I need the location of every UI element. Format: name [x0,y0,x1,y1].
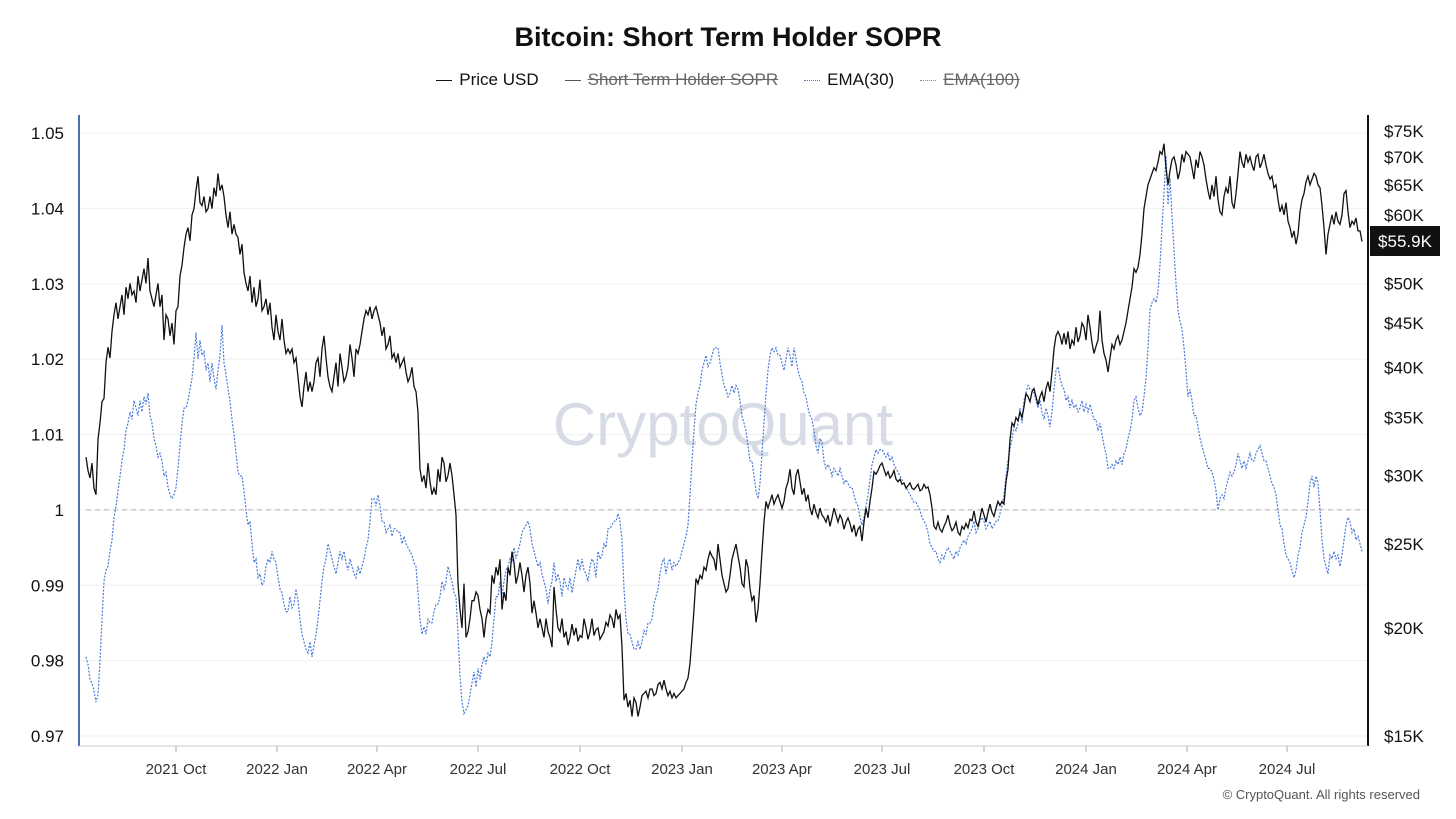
left-axis-tick-label: 1.01 [31,426,64,445]
legend-swatch-ema30 [804,79,821,81]
x-axis-tick-label: 2023 Oct [954,761,1016,778]
right-axis-tick-label: $25K [1384,535,1424,554]
legend-item-ema100[interactable]: EMA(100) [920,70,1020,90]
right-axis-tick-label: $75K [1384,122,1424,141]
current-price-badge: $55.9K [1370,226,1440,256]
left-axis-tick-label: 0.99 [31,576,64,595]
right-axis-tick-label: $45K [1384,314,1424,333]
x-axis-tick-label: 2022 Apr [347,761,407,778]
x-axis-tick-label: 2024 Apr [1157,761,1217,778]
copyright-footer: © CryptoQuant. All rights reserved [1222,787,1420,802]
legend-item-ema30[interactable]: EMA(30) [804,70,894,90]
legend-label-ema100: EMA(100) [943,70,1020,89]
series-price-line [85,143,1363,717]
legend-label-price: Price USD [459,70,539,89]
x-axis-tick-label: 2022 Oct [550,761,612,778]
x-axis-tick-label: 2021 Oct [146,761,208,778]
left-axis-tick-label: 0.97 [31,727,64,746]
series-ema30-line [85,155,1363,716]
right-axis-tick-label: $50K [1384,274,1424,293]
left-axis-tick-label: 1.04 [31,199,64,218]
right-axis-tick-label: $70K [1384,148,1424,167]
x-axis-tick-label: 2022 Jul [450,761,507,778]
right-axis-tick-label: $60K [1384,206,1424,225]
legend-swatch-ema100 [920,79,937,81]
left-axis-ticks: 1.05 1.04 1.03 1.02 1.01 1 0.99 0.98 0.97 [31,124,64,746]
current-price-label: $55.9K [1378,232,1433,251]
legend-label-sopr: Short Term Holder SOPR [587,70,779,89]
left-axis-tick-label: 0.98 [31,652,64,671]
right-axis-tick-label: $65K [1384,176,1424,195]
x-axis-tick-label: 2023 Jul [854,761,911,778]
left-axis-tick-label: 1.05 [31,124,64,143]
x-axis-tick-label: 2023 Apr [752,761,812,778]
left-axis-tick-label: 1.03 [31,275,64,294]
x-axis-tick-label: 2023 Jan [651,761,713,778]
legend-swatch-sopr [564,79,581,81]
right-axis-ticks: $75K $70K $65K $60K $50K $45K $40K $35K $30K $25K… [1384,122,1424,746]
legend-swatch-price [436,79,453,81]
right-axis-tick-label: $40K [1384,358,1424,377]
x-axis-tick-label: 2022 Jan [246,761,308,778]
current-price-badge-bg [1370,226,1440,256]
gridlines [80,132,1367,737]
legend-label-ema30: EMA(30) [827,70,895,89]
right-axis-tick-label: $35K [1384,408,1424,427]
left-axis-tick-label: 1.02 [31,350,64,369]
right-axis-tick-label: $15K [1384,727,1424,746]
legend-item-sopr[interactable]: Short Term Holder SOPR [564,70,779,90]
x-axis-ticks: 2021 Oct 2022 Jan 2022 Apr 2022 Jul 2022 Oct… [146,746,1316,778]
legend: Price USD Short Term Holder SOPR EMA(30)… [0,70,1456,90]
right-axis-tick-label: $20K [1384,619,1424,638]
x-axis-tick-label: 2024 Jan [1055,761,1117,778]
right-axis-tick-label: $30K [1384,466,1424,485]
watermark: CryptoQuant [553,391,893,458]
chart-title: Bitcoin: Short Term Holder SOPR [514,22,942,52]
legend-item-price[interactable]: Price USD [436,70,539,90]
left-axis-tick-label: 1 [55,501,64,520]
x-axis-tick-label: 2024 Jul [1259,761,1316,778]
